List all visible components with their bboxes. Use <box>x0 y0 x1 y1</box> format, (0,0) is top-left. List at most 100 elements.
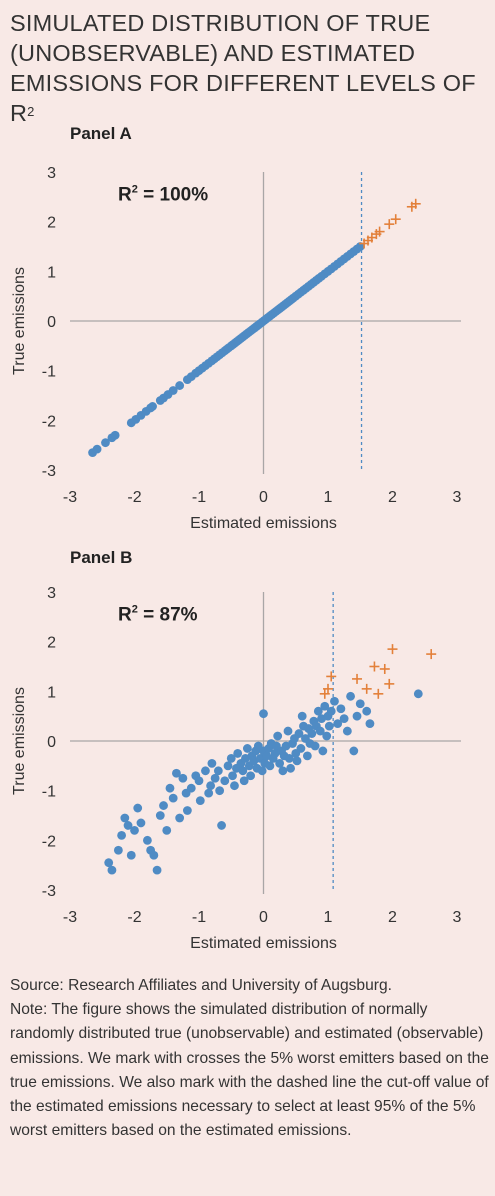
data-point <box>333 719 343 729</box>
x-tick-label: 1 <box>324 909 333 926</box>
data-point <box>297 711 307 721</box>
worst-emitter-cross <box>390 214 401 225</box>
worst-emitter-cross <box>326 671 337 682</box>
chart-title-text: SIMULATED DISTRIBUTION OF TRUE (UNOBSERV… <box>10 10 476 126</box>
worst-emitter-cross <box>369 661 380 672</box>
data-point <box>186 783 196 793</box>
data-point <box>210 773 220 783</box>
data-point <box>326 706 336 716</box>
data-point <box>313 706 323 716</box>
y-tick-label: -2 <box>42 833 56 850</box>
x-tick-label: -3 <box>63 489 77 506</box>
data-point <box>215 786 225 796</box>
worst-emitter-cross <box>323 683 333 694</box>
data-point <box>178 773 188 783</box>
data-point <box>275 758 285 768</box>
figure-note: Source: Research Affiliates and Universi… <box>10 974 490 1143</box>
r-squared-annotation: R2 = 100% <box>118 183 208 205</box>
data-point <box>168 386 178 395</box>
data-point <box>257 766 267 776</box>
data-point <box>284 753 294 763</box>
data-point <box>204 788 214 798</box>
data-point <box>133 803 143 813</box>
data-point <box>318 746 328 756</box>
data-point <box>283 726 293 736</box>
data-point <box>294 729 304 738</box>
data-point <box>194 776 204 786</box>
data-point <box>213 766 223 776</box>
panel-b-label: Panel B <box>70 548 133 567</box>
data-point <box>110 430 120 440</box>
data-point <box>168 793 178 803</box>
x-tick-label: 1 <box>324 489 333 506</box>
data-point <box>310 741 320 751</box>
data-point <box>233 749 243 758</box>
worst-emitter-cross <box>426 649 437 660</box>
data-point <box>278 766 288 776</box>
data-point <box>149 850 159 860</box>
data-point <box>92 444 102 454</box>
y-tick-label: -3 <box>42 883 56 900</box>
chart-title-superscript: 2 <box>27 104 35 119</box>
data-point <box>228 771 237 781</box>
data-point <box>336 704 346 714</box>
data-point <box>355 699 365 709</box>
data-point <box>113 845 123 855</box>
data-point <box>226 753 236 763</box>
panel-a-chart: 3 2 1 0 -1 -2 -3 -3 -2 -1 0 1 2 3 Estimated emissions T… <box>11 165 462 532</box>
worst-emitter-cross <box>410 198 421 209</box>
x-tick-label: 3 <box>453 909 462 926</box>
data-point <box>413 689 423 699</box>
source-text: Source: Research Affiliates and Universi… <box>10 977 392 994</box>
data-point <box>292 756 302 766</box>
worst-emitter-cross <box>352 673 363 684</box>
data-point <box>175 381 185 390</box>
data-point <box>362 706 372 716</box>
data-point <box>201 766 210 776</box>
panel-b-chart: 3 2 1 0 -1 -2 -3 -3 -2 -1 0 1 2 3 Estimated emissions T… <box>11 585 462 952</box>
worst-emitter-cross <box>379 663 390 674</box>
y-tick-label: 3 <box>47 165 56 182</box>
data-point <box>315 726 325 736</box>
worst-emitter-cross <box>373 688 384 699</box>
chart-title: SIMULATED DISTRIBUTION OF TRUE (UNOBSERV… <box>10 8 490 128</box>
y-tick-label: -3 <box>42 463 56 480</box>
x-tick-label: 2 <box>388 489 397 506</box>
data-point <box>296 744 306 753</box>
data-point <box>162 826 172 835</box>
data-point <box>307 729 317 738</box>
data-point <box>365 719 375 729</box>
data-point <box>120 813 130 823</box>
data-point <box>273 731 283 741</box>
y-tick-label: -1 <box>42 784 56 801</box>
data-point <box>259 709 268 719</box>
data-point <box>239 776 249 786</box>
y-tick-label: 2 <box>47 215 56 232</box>
x-tick-label: -1 <box>192 489 206 506</box>
y-tick-label: 3 <box>47 585 56 602</box>
data-point <box>246 771 256 781</box>
data-point <box>339 714 349 724</box>
data-point <box>342 726 352 736</box>
data-point <box>330 696 339 706</box>
x-tick-label: 2 <box>388 909 397 926</box>
data-point <box>230 781 239 791</box>
data-point <box>107 865 117 875</box>
x-axis-label: Estimated emissions <box>190 515 337 532</box>
panel-a-label: Panel A <box>70 124 132 143</box>
data-point <box>220 776 230 786</box>
y-tick-label: -2 <box>42 413 56 430</box>
data-point <box>130 826 139 835</box>
x-tick-label: -3 <box>63 909 77 926</box>
y-tick-label: 1 <box>47 684 56 701</box>
data-point <box>136 818 146 828</box>
data-point <box>123 821 133 830</box>
data-point <box>302 751 312 761</box>
data-point <box>159 801 168 810</box>
note-text: Note: The figure shows the simulated dis… <box>10 1001 489 1140</box>
x-tick-label: 3 <box>453 489 462 506</box>
data-point <box>172 768 181 778</box>
data-point <box>286 763 295 773</box>
data-point <box>195 796 205 805</box>
worst-emitter-cross <box>374 226 385 237</box>
